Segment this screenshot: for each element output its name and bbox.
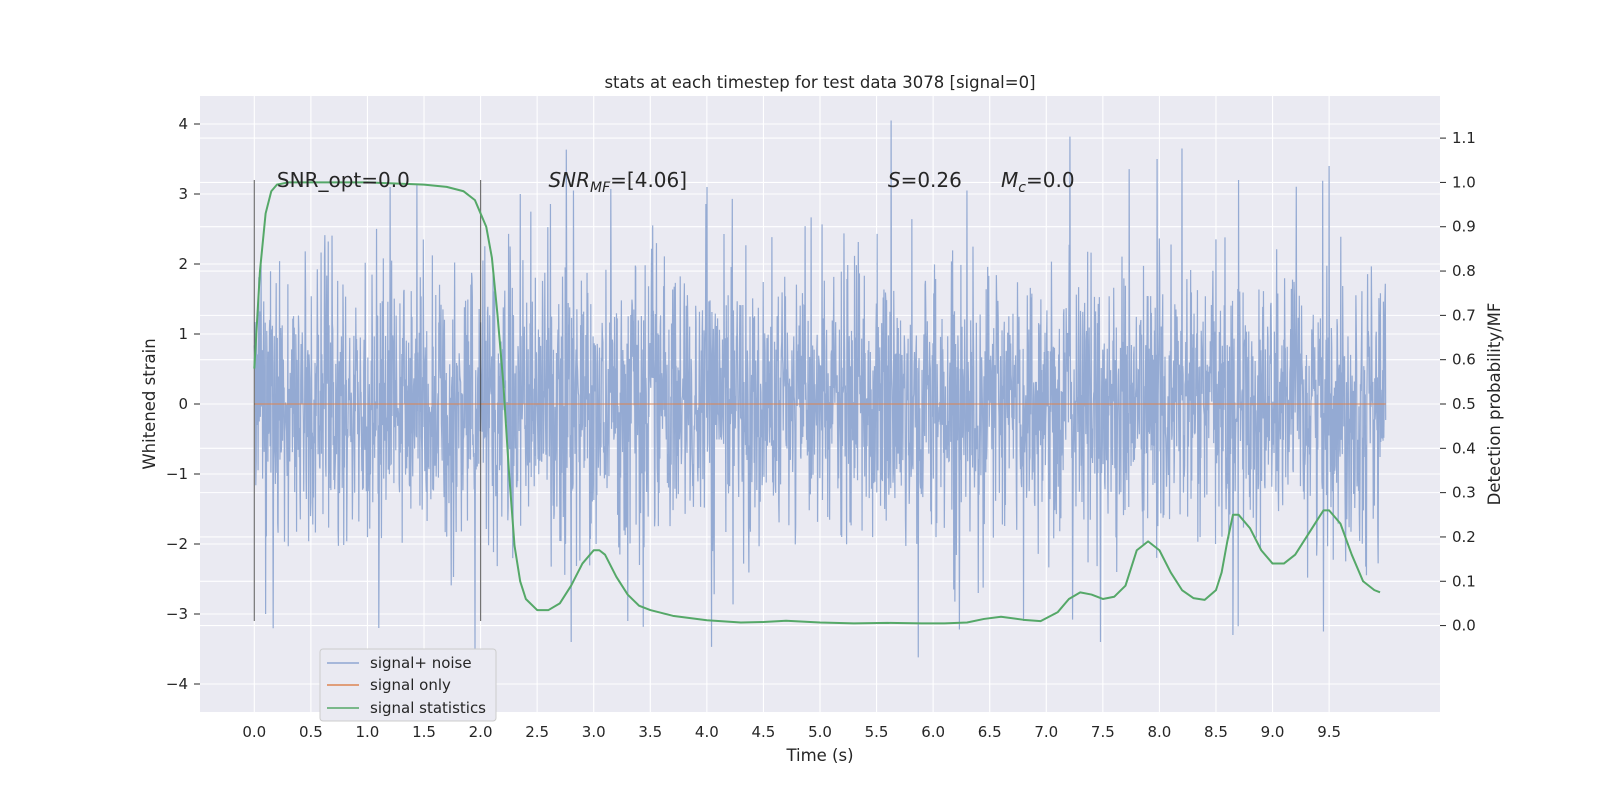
y2-tick-label: 1.0 xyxy=(1452,173,1476,191)
vertical-lines xyxy=(253,180,482,621)
x-tick-label: 0.0 xyxy=(242,723,266,741)
annotation-2: S=0.26 xyxy=(888,168,962,192)
x-tick-label: 0.5 xyxy=(299,723,323,741)
annotation-0: SNR_opt=0.0 xyxy=(277,168,410,192)
y2-tick-label: 0.6 xyxy=(1452,351,1476,369)
y-axis-ticks: 4 3 2 1 0 −1 −2 −3 −4 xyxy=(166,115,200,693)
statistics-line xyxy=(253,181,1381,625)
y2-tick-label: 0.9 xyxy=(1452,218,1476,236)
x-tick-label: 2.5 xyxy=(525,723,549,741)
y-tick-label: 0 xyxy=(178,395,188,413)
legend-label-statistics: signal statistics xyxy=(370,699,486,717)
x-axis-ticks: 0.0 0.5 1.0 1.5 2.0 2.5 3.0 3.5 4.0 4.5 5.0 5.5 6.0 6… xyxy=(242,723,1341,741)
x-tick-label: 8.0 xyxy=(1147,723,1171,741)
y-tick-label: 4 xyxy=(178,115,188,133)
x-tick-label: 5.0 xyxy=(808,723,832,741)
x-axis-label: Time (s) xyxy=(785,746,853,765)
x-tick-label: 4.0 xyxy=(695,723,719,741)
y2-tick-label: 0.0 xyxy=(1452,617,1476,635)
x-tick-label: 3.0 xyxy=(582,723,606,741)
y2-tick-label: 0.2 xyxy=(1452,528,1476,546)
legend: signal+ noise signal only signal statist… xyxy=(319,648,497,722)
x-tick-label: 1.5 xyxy=(412,723,436,741)
y2-tick-label: 0.7 xyxy=(1452,306,1476,324)
y2-axis-label: Detection probability/MF xyxy=(1485,303,1504,506)
x-tick-label: 9.5 xyxy=(1317,723,1341,741)
x-tick-label: 9.0 xyxy=(1261,723,1285,741)
chart-title: stats at each timestep for test data 307… xyxy=(604,73,1035,92)
x-tick-label: 6.5 xyxy=(978,723,1002,741)
noise-series xyxy=(253,120,1387,658)
annotation-1: SNRMF=[4.06] xyxy=(548,168,687,196)
y-tick-label: −2 xyxy=(166,535,188,553)
annotation-3: Mc=0.0 xyxy=(1001,168,1075,196)
legend-label-noise: signal+ noise xyxy=(370,654,472,672)
signal-statistics-series xyxy=(253,181,1381,625)
y-tick-label: −3 xyxy=(166,605,188,623)
x-tick-label: 3.5 xyxy=(638,723,662,741)
y-tick-label: 2 xyxy=(178,255,188,273)
y2-axis-ticks: 1.1 1.0 0.9 0.8 0.7 0.6 0.5 0.4 0.3 0.2 0.1 0.0 xyxy=(1440,129,1476,635)
x-tick-label: 5.5 xyxy=(865,723,889,741)
x-tick-label: 7.5 xyxy=(1091,723,1115,741)
y-tick-label: 3 xyxy=(178,185,188,203)
noise-line xyxy=(253,120,1387,658)
annotations: SNR_opt=0.0 SNRMF=[4.06] S=0.26 Mc=0.0 xyxy=(277,168,1075,196)
x-tick-label: 7.0 xyxy=(1034,723,1058,741)
legend-label-signal: signal only xyxy=(370,676,451,694)
y-axis-label: Whitened strain xyxy=(140,338,159,469)
y2-tick-label: 0.3 xyxy=(1452,484,1476,502)
x-tick-label: 8.5 xyxy=(1204,723,1228,741)
y-tick-label: −4 xyxy=(166,675,188,693)
x-tick-label: 1.0 xyxy=(356,723,380,741)
legend-box xyxy=(319,648,497,722)
y2-tick-label: 0.5 xyxy=(1452,395,1476,413)
y-tick-label: −1 xyxy=(166,465,188,483)
x-tick-label: 2.0 xyxy=(469,723,493,741)
y2-tick-label: 0.1 xyxy=(1452,572,1476,590)
y2-tick-label: 1.1 xyxy=(1452,129,1476,147)
x-tick-label: 4.5 xyxy=(752,723,776,741)
x-tick-label: 6.0 xyxy=(921,723,945,741)
y-tick-label: 1 xyxy=(178,325,188,343)
y2-tick-label: 0.4 xyxy=(1452,439,1476,457)
y2-tick-label: 0.8 xyxy=(1452,262,1476,280)
